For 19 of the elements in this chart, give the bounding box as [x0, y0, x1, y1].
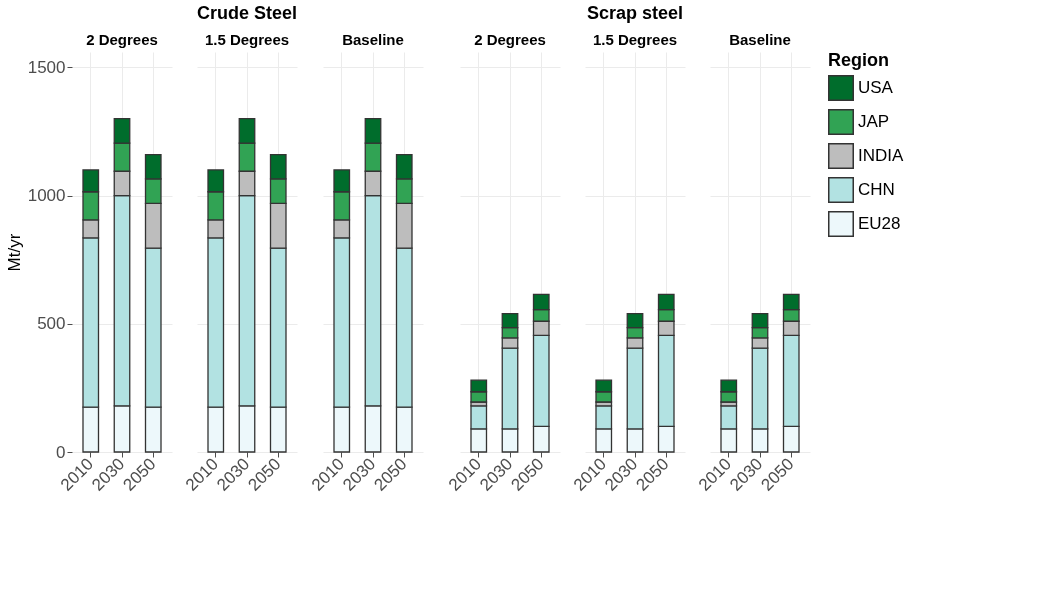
y-tick-label: 1500: [27, 57, 66, 77]
y-tick-label: 1000: [27, 186, 66, 206]
chart-subtitle: 2 Degrees: [474, 31, 546, 48]
legend-label: JAP: [858, 112, 890, 131]
legend-label: CHN: [858, 180, 895, 199]
chart-subtitle: Baseline: [342, 31, 404, 48]
chart-subtitle: Baseline: [729, 31, 791, 48]
y-axis-title: Mt/yr: [4, 233, 24, 272]
legend-label: USA: [858, 78, 894, 97]
chart-subtitle: 1.5 Degrees: [592, 31, 678, 48]
legend-title: Region: [828, 50, 889, 70]
chart-subtitle: 2 Degrees: [86, 31, 158, 48]
y-tick-label: 500: [37, 314, 66, 334]
chart-title: Crude Steel: [196, 3, 298, 23]
chart-title: Scrap steel: [586, 3, 684, 23]
chart-subtitle: 1.5 Degrees: [204, 31, 290, 48]
legend-label: EU28: [858, 214, 901, 233]
legend-label: INDIA: [858, 146, 904, 165]
y-tick-label: 0: [56, 442, 66, 462]
